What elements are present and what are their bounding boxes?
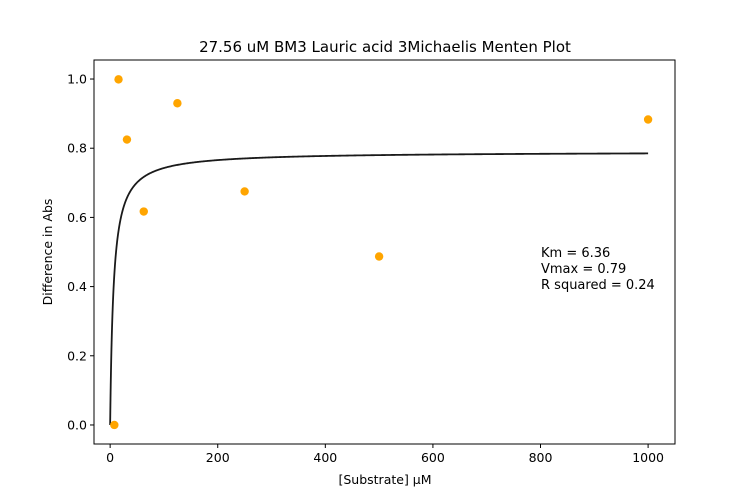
x-tick-label: 1000: [632, 450, 664, 465]
x-tick-label: 400: [313, 450, 337, 465]
data-point: [110, 420, 119, 430]
data-point: [139, 207, 148, 216]
y-tick-label: 0.8: [67, 141, 87, 156]
plot-area: [94, 60, 675, 444]
data-point: [643, 115, 653, 124]
y-tick-label: 1.0: [67, 72, 87, 87]
data-point: [173, 99, 182, 108]
x-axis: 0 200 400 600 800 1000: [106, 444, 664, 465]
x-tick-label: 800: [529, 450, 553, 465]
fit-curve-layer: [109, 152, 649, 425]
y-tick-label: 0.0: [67, 417, 87, 432]
chart-title: 27.56 uM BM3 Lauric acid 3Michaelis Ment…: [199, 38, 571, 56]
data-point: [122, 135, 132, 144]
plot-border: [93, 59, 676, 445]
y-tick-label: 0.6: [67, 210, 87, 225]
fit-curve: [109, 152, 649, 425]
y-axis-label: Difference in Abs: [40, 199, 55, 306]
data-point: [114, 75, 123, 84]
y-tick-label: 0.4: [67, 279, 87, 294]
annotation-r-squared: R squared = 0.24: [541, 278, 655, 293]
x-tick-label: 0: [106, 450, 114, 465]
y-tick-label: 0.2: [67, 348, 87, 363]
data-point: [240, 187, 249, 196]
x-tick-label: 200: [206, 450, 230, 465]
x-tick-label: 600: [421, 450, 445, 465]
annotation-vmax: Vmax = 0.79: [541, 262, 626, 277]
data-points-layer: [110, 75, 653, 430]
x-axis-label: [Substrate] μM: [338, 472, 431, 487]
y-axis: 0.0 0.2 0.4 0.6 0.8 1.0: [67, 72, 94, 432]
data-point: [374, 252, 384, 261]
annotation-km: Km = 6.36: [541, 246, 610, 261]
fit-annotation: Km = 6.36 Vmax = 0.79 R squared = 0.24: [541, 246, 655, 293]
